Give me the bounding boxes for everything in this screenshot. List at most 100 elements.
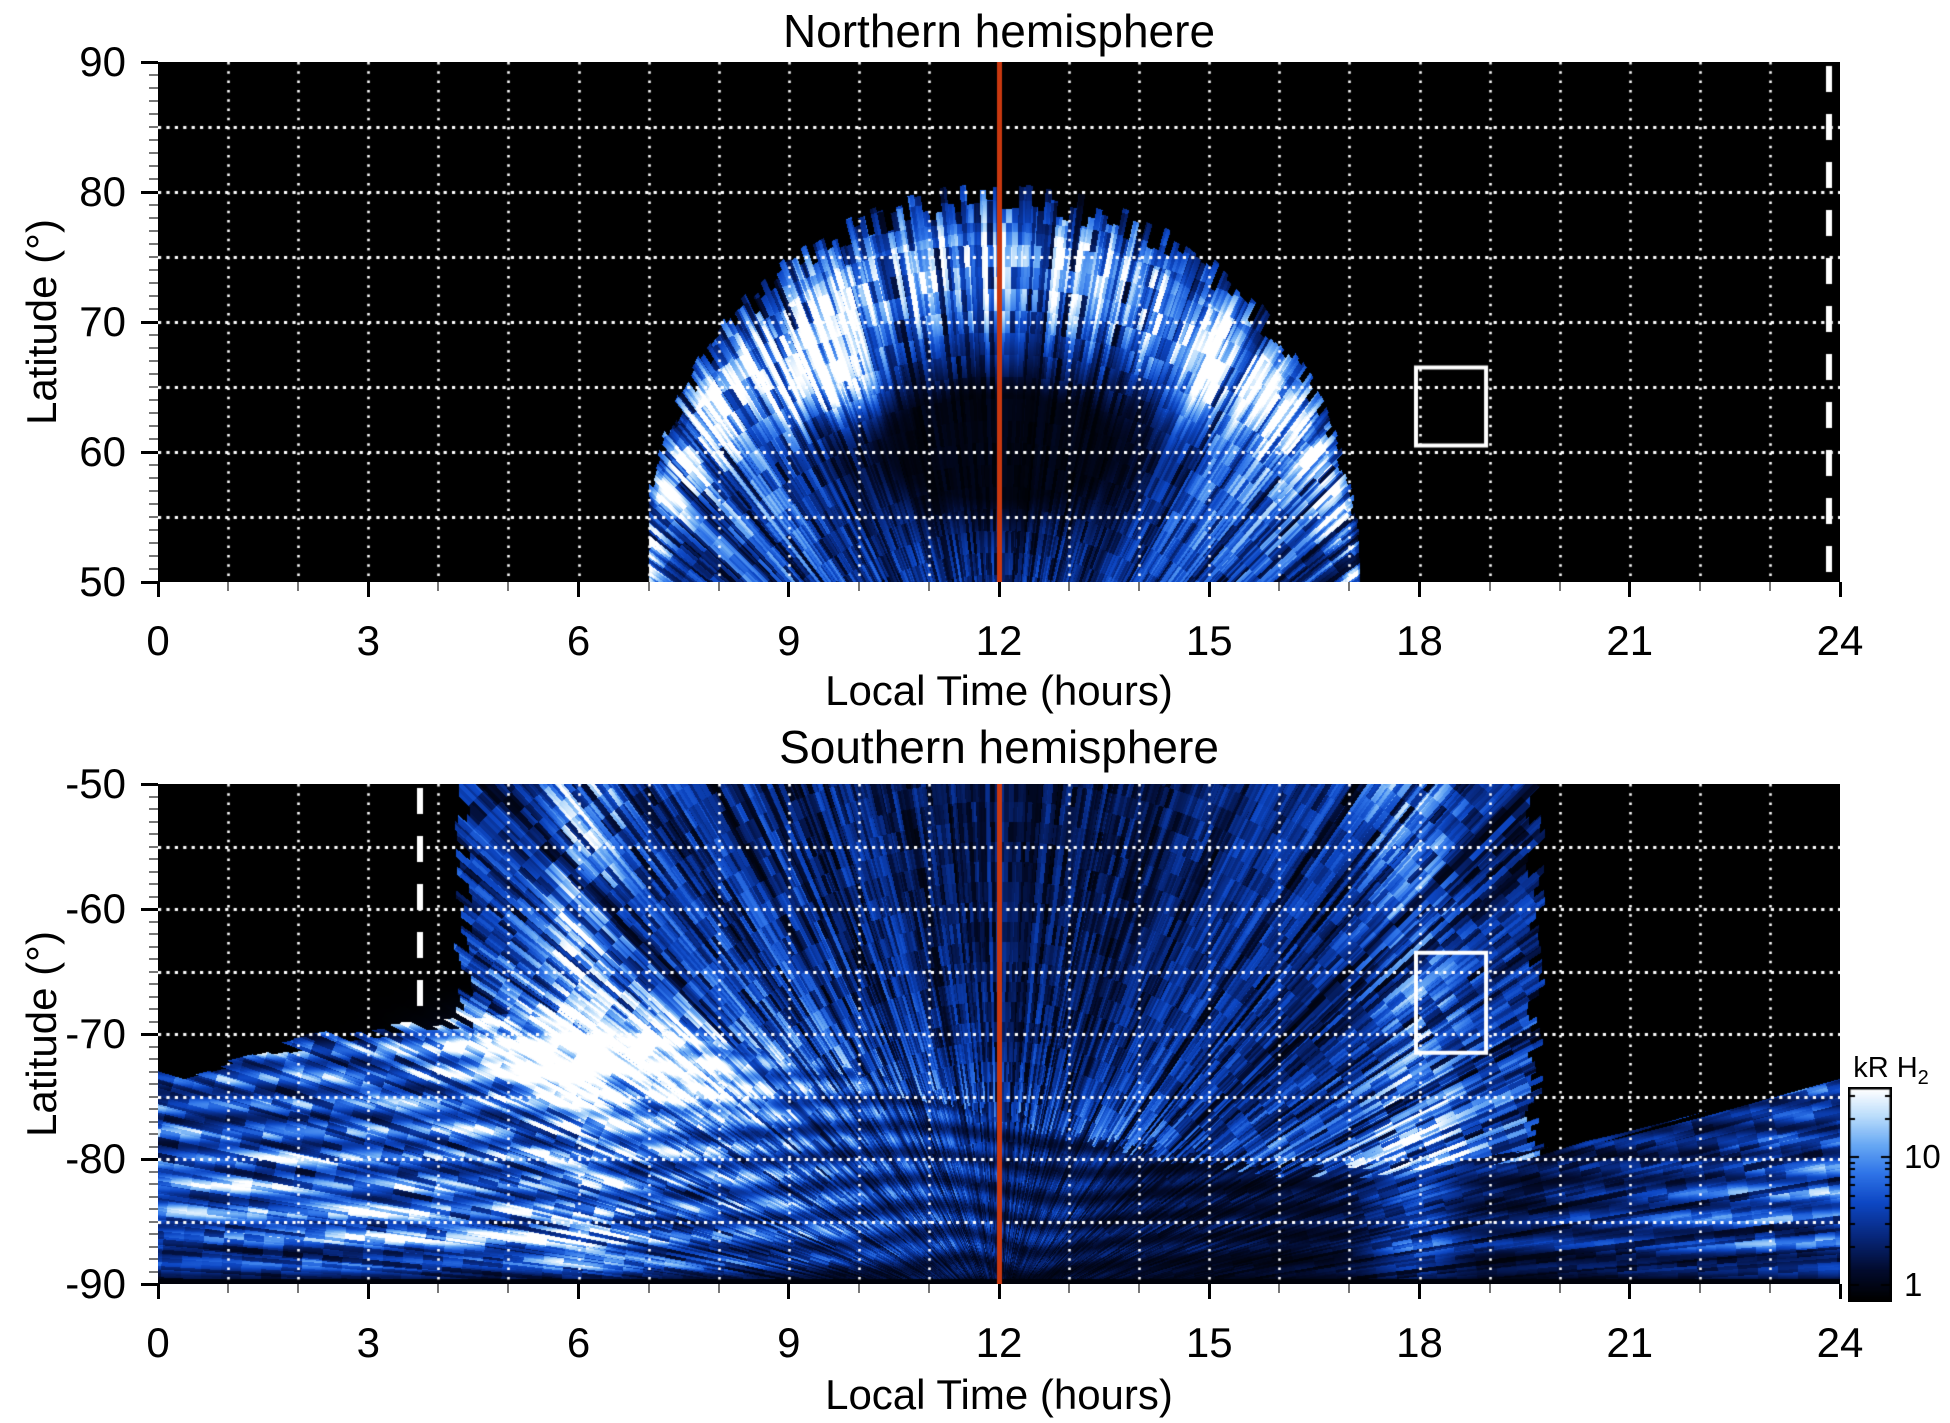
y-tick-mark xyxy=(149,1120,158,1123)
y-tick-mark xyxy=(149,503,158,505)
x-tick-mark xyxy=(1768,1284,1771,1293)
colorbar-tick-label: 10 xyxy=(1904,1138,1941,1176)
y-tick-mark xyxy=(149,113,158,115)
y-tick-mark xyxy=(149,542,158,544)
y-tick-mark xyxy=(149,386,158,388)
x-tick-mark xyxy=(227,582,230,591)
y-tick-mark xyxy=(141,190,158,194)
x-tick-mark xyxy=(1138,582,1141,591)
y-tick-mark xyxy=(141,1032,158,1036)
y-tick-mark xyxy=(149,1045,158,1048)
x-tick-mark xyxy=(1207,1284,1211,1299)
y-tick-mark xyxy=(149,1008,158,1010)
x-tick-label: 0 xyxy=(146,617,170,664)
x-tick-mark xyxy=(1628,582,1632,597)
x-tick-mark xyxy=(227,1284,230,1293)
y-tick-mark xyxy=(141,60,158,64)
x-tick-mark xyxy=(1068,582,1071,591)
x-tick-mark xyxy=(507,582,510,591)
y-tick-mark xyxy=(149,1095,158,1098)
y-tick-mark xyxy=(149,217,158,219)
x-tick-mark xyxy=(1488,582,1491,591)
y-tick-label: -50 xyxy=(65,760,126,807)
north-heatmap-canvas xyxy=(158,62,1840,582)
x-tick-mark xyxy=(647,1284,650,1293)
x-tick-mark xyxy=(647,582,650,591)
x-tick-label: 0 xyxy=(146,1319,170,1366)
y-tick-mark xyxy=(141,1157,158,1161)
south-x-axis-label: Local Time (hours) xyxy=(825,1371,1173,1418)
y-tick-mark xyxy=(149,477,158,479)
y-tick-mark xyxy=(149,165,158,167)
x-tick-mark xyxy=(787,1284,791,1299)
y-tick-mark xyxy=(149,412,158,414)
y-tick-mark xyxy=(141,450,158,454)
x-tick-label: 3 xyxy=(356,1319,380,1366)
x-tick-mark xyxy=(1838,1284,1842,1299)
y-tick-mark xyxy=(149,373,158,375)
x-tick-label: 15 xyxy=(1185,1319,1233,1366)
x-tick-mark xyxy=(1698,582,1701,591)
x-tick-mark xyxy=(997,1284,1001,1299)
y-tick-mark xyxy=(149,126,158,128)
colorbar-canvas xyxy=(1848,1087,1892,1302)
x-tick-mark xyxy=(1558,582,1561,591)
x-tick-mark xyxy=(787,582,791,597)
colorbar-title-sub: 2 xyxy=(1917,1066,1929,1089)
x-tick-mark xyxy=(437,1284,440,1293)
y-tick-mark xyxy=(149,555,158,557)
x-tick-mark xyxy=(1278,1284,1281,1293)
y-tick-mark xyxy=(149,347,158,349)
y-tick-mark xyxy=(149,1170,158,1173)
y-tick-mark xyxy=(149,438,158,440)
colorbar-title-main: kR H xyxy=(1853,1052,1918,1084)
x-tick-mark xyxy=(927,582,930,591)
x-tick-label: 18 xyxy=(1396,617,1443,664)
y-tick-mark xyxy=(149,1195,158,1198)
north-panel-title: Northern hemisphere xyxy=(782,5,1216,57)
x-tick-mark xyxy=(1488,1284,1491,1293)
y-tick-mark xyxy=(149,870,158,873)
y-tick-mark xyxy=(149,1083,158,1085)
x-tick-mark xyxy=(577,582,580,597)
south-panel-title: Southern hemisphere xyxy=(779,721,1219,773)
y-tick-label: 90 xyxy=(79,38,126,85)
y-tick-mark xyxy=(141,907,158,911)
y-tick-mark xyxy=(149,933,158,935)
x-tick-mark xyxy=(717,1284,720,1293)
y-tick-mark xyxy=(149,1108,158,1110)
y-tick-mark xyxy=(149,970,158,973)
y-tick-mark xyxy=(149,958,158,960)
y-tick-mark xyxy=(149,845,158,848)
y-tick-mark xyxy=(149,1058,158,1060)
y-tick-mark xyxy=(149,1208,158,1210)
x-tick-mark xyxy=(156,1284,160,1299)
y-tick-mark xyxy=(149,1245,158,1248)
y-tick-mark xyxy=(149,1020,158,1023)
y-tick-mark xyxy=(149,895,158,898)
y-tick-mark xyxy=(149,87,158,89)
x-tick-mark xyxy=(997,582,1001,597)
y-tick-label: 80 xyxy=(79,168,126,215)
y-tick-label: -60 xyxy=(65,885,126,932)
y-tick-mark xyxy=(149,490,158,492)
x-tick-mark xyxy=(927,1284,930,1293)
y-tick-mark xyxy=(149,295,158,297)
y-tick-mark xyxy=(149,204,158,206)
colorbar-title: kR H2 xyxy=(1836,1052,1946,1094)
y-tick-mark xyxy=(149,282,158,284)
y-tick-mark xyxy=(149,795,158,798)
y-tick-mark xyxy=(141,580,158,584)
x-tick-mark xyxy=(156,582,160,597)
y-tick-mark xyxy=(149,1258,158,1260)
y-tick-mark xyxy=(149,230,158,232)
x-tick-label: 24 xyxy=(1816,617,1864,664)
y-tick-mark xyxy=(149,308,158,310)
x-tick-label: 18 xyxy=(1396,1319,1443,1366)
x-tick-label: 24 xyxy=(1816,1319,1864,1366)
y-tick-mark xyxy=(149,883,158,885)
x-tick-mark xyxy=(1138,1284,1141,1293)
x-tick-mark xyxy=(1628,1284,1632,1299)
y-tick-mark xyxy=(149,464,158,466)
